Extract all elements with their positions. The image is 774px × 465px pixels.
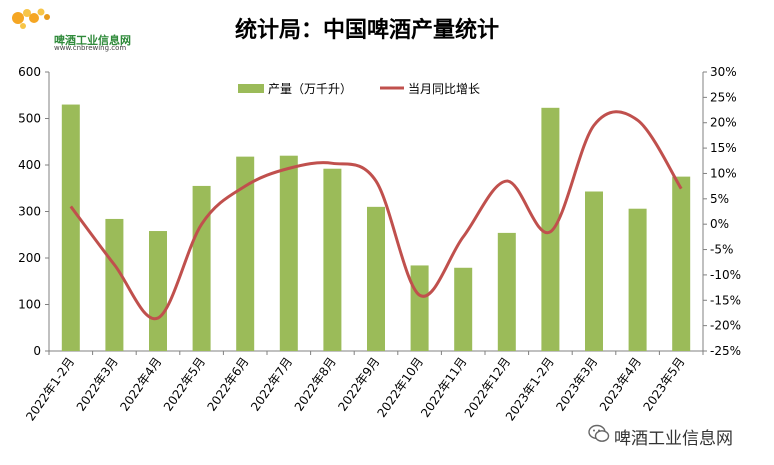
left-tick-label: 600: [18, 65, 41, 79]
right-tick-label: 0%: [710, 217, 729, 231]
right-tick-label: -20%: [710, 319, 741, 333]
bar: [236, 156, 255, 351]
legend-bar-label: 产量（万千升）: [268, 82, 352, 96]
left-tick-label: 300: [18, 205, 41, 219]
chart-title: 统计局：中国啤酒产量统计: [235, 17, 499, 43]
bar: [323, 168, 342, 351]
right-tick-label: 25%: [710, 90, 737, 104]
legend: 产量（万千升） 当月同比增长: [238, 82, 480, 96]
right-tick-label: -5%: [710, 243, 733, 257]
bar: [497, 232, 516, 351]
right-tick-label: -25%: [710, 344, 741, 358]
x-tick-label: 2022年9月: [335, 355, 382, 414]
logo: 啤酒工业信息网 www.cnbrewing.com: [8, 4, 158, 52]
axes: 0 100 200 300 400 500 600 -25% -20% -15% -10% -5% 0%…: [18, 65, 741, 358]
bar: [585, 191, 603, 351]
line-series: [69, 110, 683, 321]
x-tick-label: 2022年3月: [74, 355, 121, 414]
bar: [541, 107, 560, 352]
bar: [149, 231, 167, 351]
wechat-icon: [588, 424, 610, 442]
x-tick-label: 2023年3月: [553, 355, 600, 414]
right-tick-label: 10%: [710, 166, 737, 180]
bar-series: [61, 104, 691, 352]
left-tick-label: 200: [18, 251, 41, 265]
x-tick-label: 2022年4月: [117, 355, 164, 414]
x-tick-label: 2023年5月: [641, 355, 688, 414]
legend-bar-swatch: [238, 84, 264, 93]
bar: [61, 104, 80, 351]
growth-line: [69, 110, 683, 321]
bar: [192, 185, 211, 351]
right-tick-label: 15%: [710, 141, 737, 155]
right-tick-label: -15%: [710, 293, 741, 307]
left-tick-label: 500: [18, 112, 41, 126]
bar: [367, 206, 385, 351]
right-tick-label: 30%: [710, 65, 737, 79]
x-tick-label: 2023年4月: [597, 355, 644, 414]
x-tick-label: 2022年1-2月: [23, 355, 77, 424]
x-tick-label: 2022年5月: [161, 355, 208, 414]
watermark-text: 啤酒工业信息网: [614, 429, 733, 449]
logo-name: 啤酒工业信息网: [54, 34, 131, 47]
bar: [410, 265, 429, 351]
right-tick-label: 20%: [710, 116, 737, 130]
bar: [279, 155, 298, 351]
legend-line-label: 当月同比增长: [408, 82, 480, 96]
bar: [454, 267, 473, 351]
left-tick-label: 100: [18, 298, 41, 312]
x-tick-labels: 2022年1-2月2022年3月2022年4月2022年5月2022年6月202…: [23, 355, 687, 424]
bar: [672, 176, 691, 351]
logo-url: www.cnbrewing.com: [54, 44, 127, 52]
left-tick-label: 400: [18, 158, 41, 172]
right-tick-label: -10%: [710, 268, 741, 282]
bar: [105, 218, 124, 351]
x-tick-label: 2022年6月: [205, 355, 252, 414]
left-tick-label: 0: [33, 344, 41, 358]
watermark: 啤酒工业信息网: [588, 420, 768, 450]
bar: [628, 208, 647, 351]
x-tick-label: 2022年8月: [292, 355, 339, 414]
x-tick-label: 2022年7月: [248, 355, 295, 414]
right-tick-label: 5%: [710, 192, 729, 206]
logo-bubbles-icon: [12, 8, 50, 29]
